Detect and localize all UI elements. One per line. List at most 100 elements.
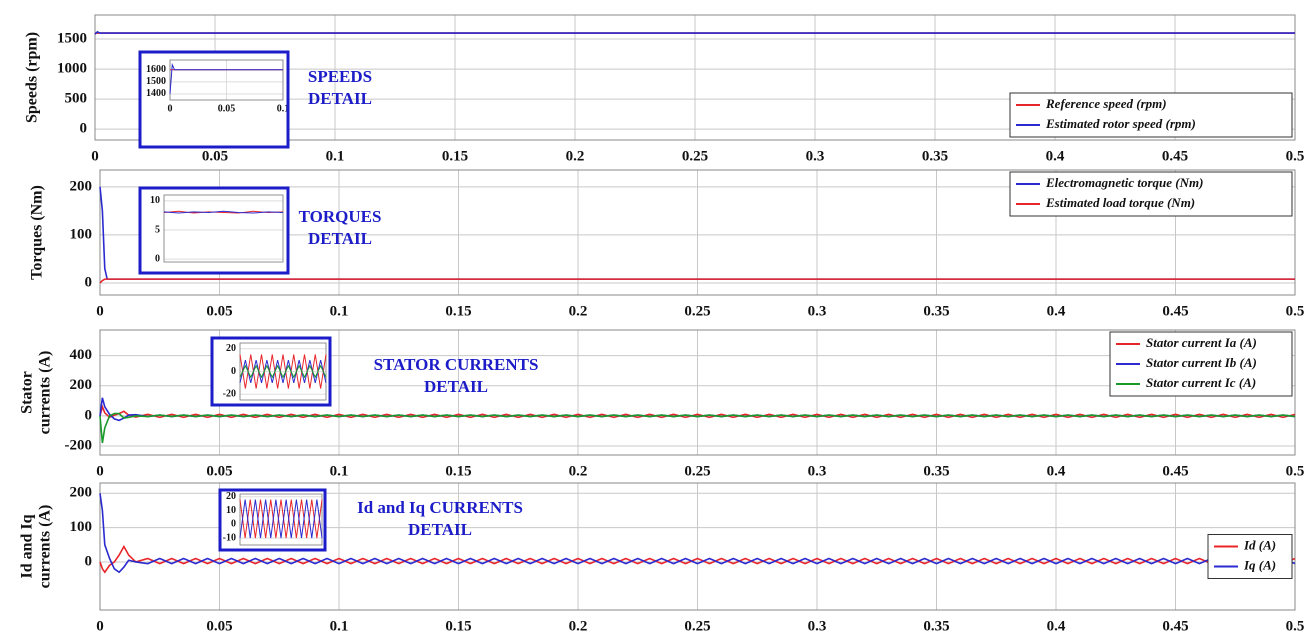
inset-line: [163, 210, 284, 214]
y-tick-label: 0: [85, 553, 93, 569]
x-tick-label: 0.35: [923, 463, 949, 479]
inset-y-tick-label: 20: [226, 343, 236, 354]
inset-y-tick-label: 10: [150, 195, 160, 206]
annotation: SPEEDS: [308, 67, 372, 86]
x-tick-label: 0.35: [923, 303, 949, 319]
y-tick-label: 0: [80, 121, 88, 137]
inset-y-tick-label: -10: [223, 532, 236, 543]
x-tick-label: 0.4: [1047, 463, 1066, 479]
inset-x-tick-label: 0.1: [277, 103, 290, 114]
x-tick-label: 0.4: [1046, 148, 1065, 164]
x-tick-label: 0.45: [1162, 463, 1188, 479]
inset-frame: [239, 493, 323, 546]
inset-background: [220, 490, 325, 550]
x-tick-label: 0.45: [1162, 618, 1188, 633]
y-axis-label: currents (A): [37, 505, 54, 589]
x-tick-label: 0.4: [1047, 303, 1066, 319]
inset-line: [239, 364, 327, 379]
legend-box: [1109, 331, 1293, 397]
x-tick-label: 0.3: [808, 463, 827, 479]
y-tick-label: 200: [70, 377, 93, 393]
y-tick-label: 1500: [57, 30, 87, 46]
inset-line: [239, 359, 327, 384]
legend-label: Electromagnetic torque (Nm): [1045, 175, 1203, 190]
inset-line: [239, 499, 323, 539]
x-tick-label: 0.35: [923, 618, 949, 633]
x-tick-label: 0.05: [206, 463, 232, 479]
axes-frame: [99, 169, 1296, 296]
y-axis-label: Stator: [19, 371, 36, 414]
x-tick-label: 0.2: [566, 148, 585, 164]
inset-box: [138, 50, 290, 149]
x-tick-label: 0.3: [808, 618, 827, 633]
data-line: [99, 493, 1296, 574]
y-tick-label: 0: [85, 407, 93, 423]
inset-y-tick-label: 5: [155, 224, 160, 235]
legend-label: Estimated rotor speed (rpm): [1045, 116, 1196, 131]
y-tick-label: 400: [70, 347, 93, 363]
legend-label: Id (A): [1243, 537, 1276, 552]
inset-x-tick-label: 0: [168, 103, 173, 114]
x-tick-label: 0: [96, 303, 104, 319]
inset-y-tick-label: -20: [223, 389, 236, 400]
y-axis-label: Speeds (rpm): [24, 32, 41, 123]
x-tick-label: 0: [91, 148, 99, 164]
y-tick-label: 1000: [57, 61, 87, 77]
inset-background: [140, 52, 288, 147]
legend-box: [1009, 171, 1293, 217]
inset-y-tick-label: 0: [231, 519, 236, 530]
x-tick-label: 0.1: [330, 463, 349, 479]
x-tick-label: 0: [96, 463, 104, 479]
x-tick-label: 0.5: [1286, 148, 1305, 164]
y-tick-label: 0: [85, 274, 93, 290]
legend-label: Stator current Ib (A): [1146, 355, 1257, 370]
inset-box: [210, 336, 332, 407]
x-tick-label: 0.05: [206, 303, 232, 319]
x-tick-label: 0.05: [206, 618, 232, 633]
inset-x-tick-label: 0.05: [218, 103, 236, 114]
y-tick-label: 200: [70, 178, 93, 194]
y-tick-label: -200: [65, 437, 93, 453]
axes-frame: [94, 14, 1296, 141]
annotation: DETAIL: [424, 377, 488, 396]
inset-y-tick-label: 20: [226, 491, 236, 502]
x-tick-label: 0.25: [684, 463, 710, 479]
x-tick-label: 0.5: [1286, 463, 1305, 479]
inset-y-tick-label: 0: [155, 253, 160, 264]
data-line: [94, 30, 1295, 35]
x-tick-label: 0.25: [684, 303, 710, 319]
x-tick-label: 0.1: [330, 618, 349, 633]
legend-label: Stator current Ia (A): [1146, 335, 1257, 350]
annotation: DETAIL: [308, 89, 372, 108]
inset-frame: [239, 342, 327, 401]
y-axis-label: Id and Iq: [19, 514, 36, 578]
inset-line: [239, 499, 323, 539]
inset-y-tick-label: 1600: [146, 64, 166, 75]
annotation: DETAIL: [408, 520, 472, 539]
y-tick-label: 500: [65, 91, 88, 107]
y-tick-label: 100: [70, 226, 93, 242]
annotation: TORQUES: [299, 207, 382, 226]
x-tick-label: 0.45: [1162, 303, 1188, 319]
axes-frame: [99, 482, 1296, 611]
inset-line: [239, 354, 327, 389]
y-tick-label: 200: [70, 485, 93, 501]
legend-label: Stator current Ic (A): [1146, 375, 1256, 390]
inset-y-tick-label: 10: [226, 505, 236, 516]
x-tick-label: 0.25: [684, 618, 710, 633]
y-axis-label: Torques (Nm): [29, 185, 46, 280]
legend-label: Iq (A): [1243, 557, 1276, 572]
x-tick-label: 0.15: [442, 148, 468, 164]
inset-box: [218, 488, 327, 552]
x-tick-label: 0.5: [1286, 303, 1305, 319]
x-tick-label: 0.05: [202, 148, 228, 164]
annotation: STATOR CURRENTS: [374, 355, 539, 374]
x-tick-label: 0.3: [808, 303, 827, 319]
legend-label: Estimated load torque (Nm): [1045, 195, 1195, 210]
y-axis-label: currents (A): [37, 351, 54, 435]
x-tick-label: 0.35: [922, 148, 948, 164]
annotation: Id and Iq CURRENTS: [357, 498, 523, 517]
x-tick-label: 0.45: [1162, 148, 1188, 164]
inset-frame: [163, 194, 284, 263]
